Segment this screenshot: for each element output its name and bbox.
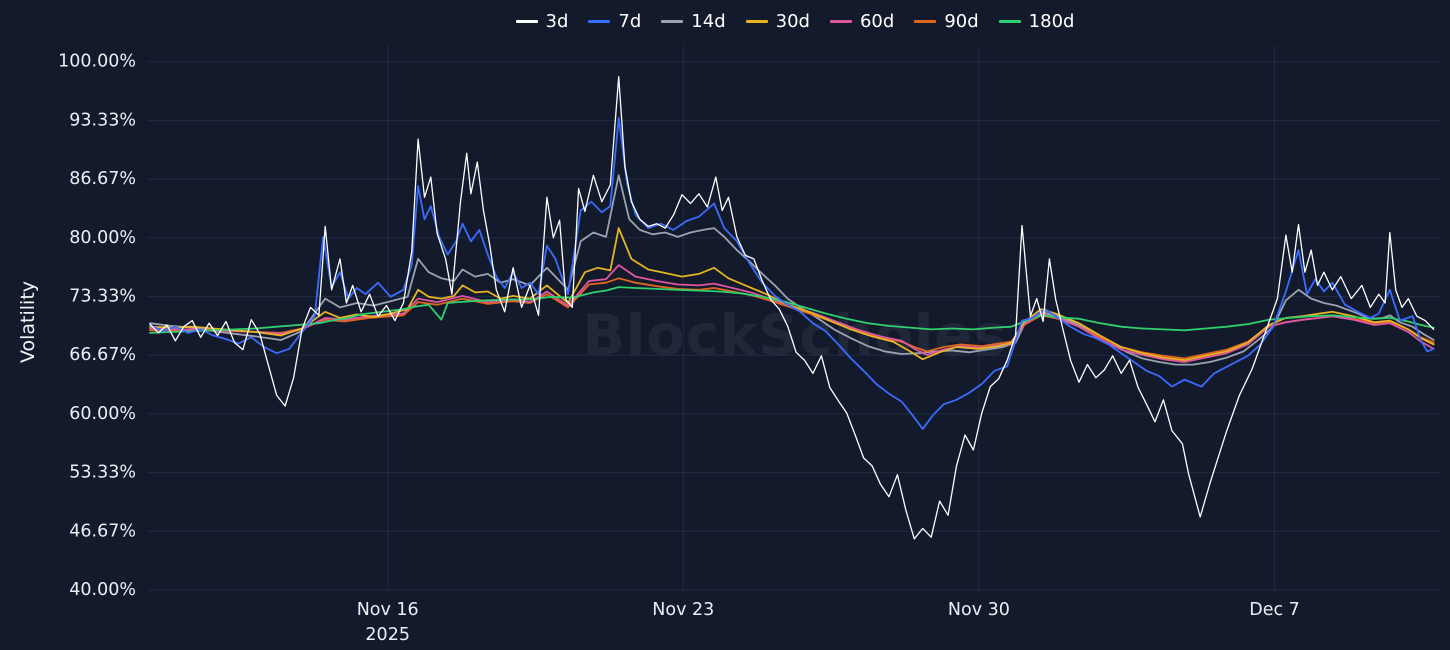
legend-swatch-180d <box>998 19 1021 23</box>
legend-item-7d[interactable]: 7d <box>588 11 641 32</box>
y-tick-label: 86.67% <box>69 169 136 189</box>
series-line-180d <box>149 286 1435 334</box>
y-axis-title: Volatility <box>17 280 39 364</box>
y-tick-label: 40.00% <box>69 580 136 600</box>
x-tick-sublabel: 2025 <box>365 625 410 645</box>
legend-swatch-3d <box>515 19 538 23</box>
legend-item-30d[interactable]: 30d <box>745 10 810 32</box>
legend-item-14d[interactable]: 14d <box>661 10 726 32</box>
legend-label: 30d <box>775 10 810 32</box>
legend-label: 90d <box>944 10 979 32</box>
y-tick-label: 66.67% <box>69 345 136 365</box>
x-tick-label: Nov 16 <box>357 600 419 620</box>
legend-swatch-60d <box>829 19 852 23</box>
legend-label: 7d <box>618 10 642 32</box>
y-tick-label: 53.33% <box>69 463 136 483</box>
y-tick-label: 46.67% <box>69 521 136 541</box>
legend-swatch-90d <box>914 19 937 23</box>
legend-item-180d[interactable]: 180d <box>998 10 1075 32</box>
y-tick-label: 60.00% <box>69 404 136 424</box>
legend-label: 14d <box>691 10 726 32</box>
legend-label: 180d <box>1028 10 1075 32</box>
x-tick-label: Dec 7 <box>1249 600 1300 620</box>
legend-label: 60d <box>859 10 895 32</box>
legend-swatch-14d <box>661 19 684 23</box>
legend-item-90d[interactable]: 90d <box>914 10 979 32</box>
y-tick-label: 80.00% <box>69 228 136 248</box>
series-line-7d <box>149 117 1435 430</box>
series-line-30d <box>149 227 1435 362</box>
legend-swatch-7d <box>588 19 611 23</box>
y-tick-label: 100.00% <box>58 52 136 72</box>
series-line-14d <box>149 174 1435 366</box>
y-tick-label: 93.33% <box>69 111 136 131</box>
series-line-3d <box>149 76 1435 540</box>
legend-item-3d[interactable]: 3d <box>515 10 569 32</box>
series-line-60d <box>149 264 1435 363</box>
legend-item-60d[interactable]: 60d <box>829 10 895 32</box>
y-tick-label: 73.33% <box>69 287 136 307</box>
chart-legend: 3d 7d 14d 30d 60d 90d 180d <box>150 6 1440 36</box>
x-tick-label: Nov 23 <box>652 600 714 620</box>
legend-label: 3d <box>545 10 569 32</box>
x-tick-label: Nov 30 <box>948 600 1010 620</box>
legend-swatch-30d <box>745 19 768 23</box>
